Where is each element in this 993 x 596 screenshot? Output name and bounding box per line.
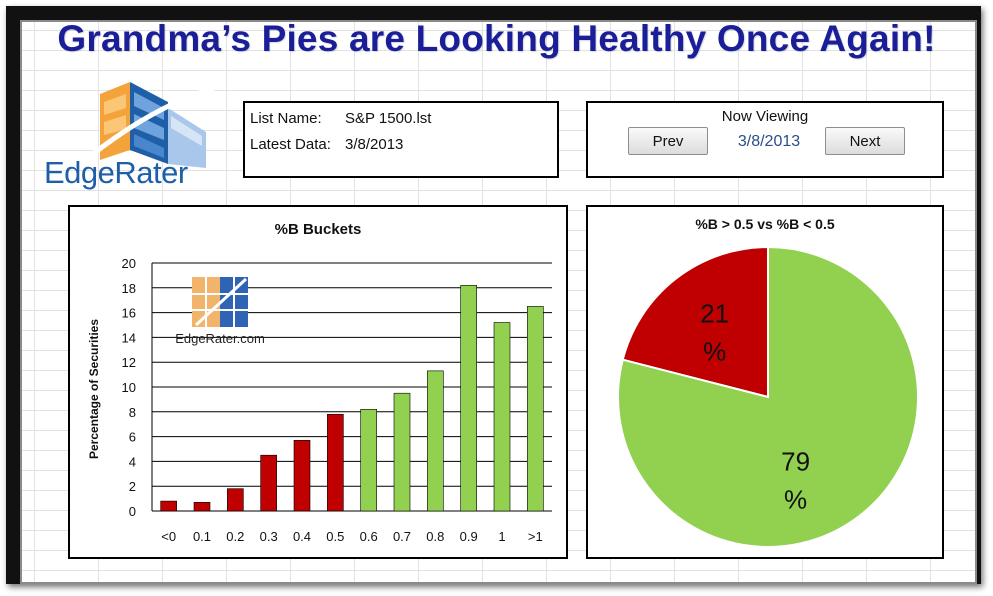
viewing-date: 3/8/2013 xyxy=(737,133,801,150)
bar xyxy=(293,440,311,512)
bar xyxy=(260,454,277,512)
latest-data-label: Latest Data: xyxy=(250,136,331,153)
bar-chart-box: %B Buckets Percentage of Securities Edge… xyxy=(68,205,568,559)
y-tick-label: 2 xyxy=(129,479,136,494)
pie-label-percent: % xyxy=(703,336,726,366)
bar xyxy=(527,306,544,512)
bar-chart-title: %B Buckets xyxy=(275,221,362,238)
y-tick-label: 14 xyxy=(122,330,136,345)
pie-label-value: 21 xyxy=(700,298,729,328)
y-axis-label: Percentage of Securities xyxy=(87,319,101,459)
x-tick-label: 1 xyxy=(498,529,505,544)
watermark-text: EdgeRater.com xyxy=(175,331,265,346)
y-tick-label: 4 xyxy=(129,454,136,469)
x-tick-label: 0.3 xyxy=(260,529,278,544)
x-tick-label: 0.2 xyxy=(226,529,244,544)
y-tick-label: 18 xyxy=(122,281,136,296)
pie-chart-title: %B > 0.5 vs %B < 0.5 xyxy=(695,216,835,232)
x-tick-label: 0.4 xyxy=(293,529,311,544)
y-tick-label: 12 xyxy=(122,355,136,370)
bar xyxy=(160,500,177,512)
bar xyxy=(327,413,344,512)
headline: Grandma’s Pies are Looking Healthy Once … xyxy=(57,18,936,59)
bar xyxy=(460,285,477,512)
pie-label-percent: % xyxy=(784,485,807,515)
y-tick-label: 8 xyxy=(129,405,136,420)
x-tick-label: >1 xyxy=(528,529,543,544)
pie-slice xyxy=(621,245,769,399)
y-tick-labels: 0 2 4 6 8 10 12 14 16 18 20 xyxy=(122,256,136,519)
watermark-logo: EdgeRater.com xyxy=(175,277,265,346)
list-name-label: List Name: xyxy=(250,110,322,127)
bar xyxy=(393,392,411,512)
y-tick-label: 0 xyxy=(129,504,136,519)
logo-text: EdgeRater xyxy=(44,155,188,190)
now-viewing-box: Now Viewing Prev 3/8/2013 Next xyxy=(586,101,944,178)
x-tick-labels: <0 0.1 0.2 0.3 0.4 0.5 0.6 0.7 0.8 0.9 1 >1 xyxy=(161,529,542,544)
y-tick-label: 20 xyxy=(122,256,136,271)
x-tick-label: 0.9 xyxy=(460,529,478,544)
pie-slices xyxy=(617,245,919,548)
list-info-box: List Name: S&P 1500.lst Latest Data: 3/8/2… xyxy=(243,101,559,178)
bar-chart: %B Buckets Percentage of Securities Edge… xyxy=(87,221,552,544)
pie-chart-box: %B > 0.5 vs %B < 0.5 21% 79% xyxy=(586,205,944,559)
edgerater-logo: EdgeRater xyxy=(38,68,228,190)
bar xyxy=(193,502,211,512)
prev-button[interactable]: Prev xyxy=(628,127,708,155)
bar xyxy=(360,409,377,512)
list-name-value: S&P 1500.lst xyxy=(345,110,432,127)
x-tick-label: 0.1 xyxy=(193,529,211,544)
bar xyxy=(227,488,244,512)
pie-label-value: 79 xyxy=(781,447,810,477)
pie-chart: %B > 0.5 vs %B < 0.5 21% 79% xyxy=(617,216,919,548)
latest-data-value: 3/8/2013 xyxy=(345,136,404,153)
now-viewing-title: Now Viewing xyxy=(721,108,809,125)
pie-labels: 21% 79% xyxy=(700,298,810,514)
x-tick-label: 0.8 xyxy=(426,529,444,544)
y-tick-label: 6 xyxy=(129,430,136,445)
bar xyxy=(427,370,444,512)
bar-chart-gridlines xyxy=(151,262,552,512)
x-tick-label: 0.6 xyxy=(360,529,378,544)
x-tick-label: 0.5 xyxy=(326,529,344,544)
x-tick-label: 0.7 xyxy=(393,529,411,544)
pie-slice xyxy=(617,245,919,548)
y-tick-label: 10 xyxy=(122,380,136,395)
bars xyxy=(160,285,544,512)
logo-building-icon xyxy=(76,82,215,168)
next-button[interactable]: Next xyxy=(825,127,905,155)
y-tick-label: 16 xyxy=(122,306,136,321)
bar xyxy=(493,322,511,512)
x-tick-label: <0 xyxy=(161,529,176,544)
